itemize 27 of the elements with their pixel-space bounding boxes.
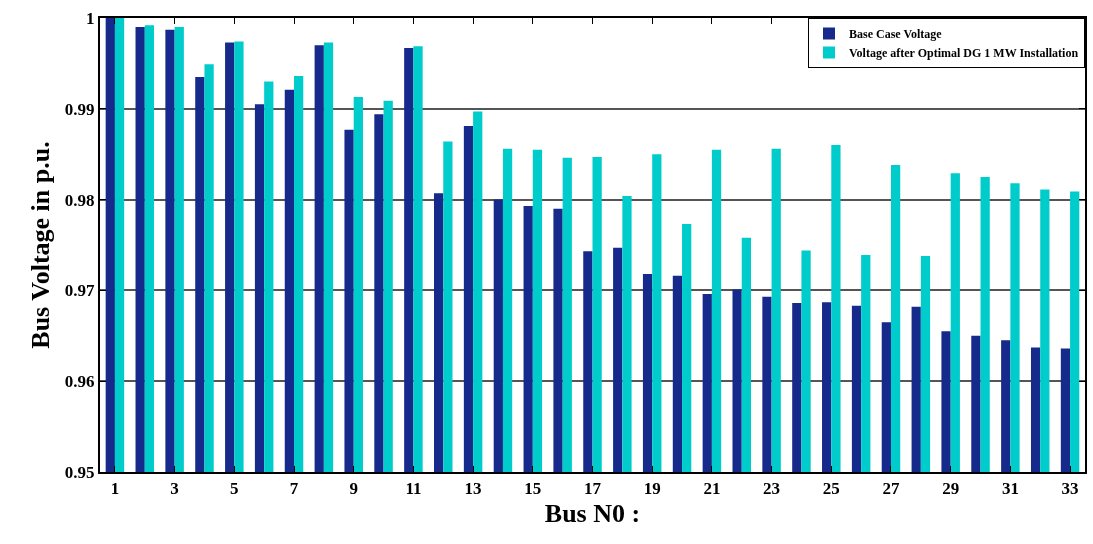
- x-tick-label: 3: [170, 479, 179, 499]
- x-tick-label: 15: [524, 479, 542, 499]
- x-tick-label: 9: [349, 479, 358, 499]
- x-tick-label: 25: [822, 479, 840, 499]
- y-tick-label: 0.95: [64, 462, 95, 482]
- x-axis-title: Bus N0 :: [544, 498, 641, 528]
- y-tick-label: 0.96: [64, 372, 95, 392]
- legend-label: Voltage after Optimal DG 1 MW Installation: [849, 46, 1079, 61]
- x-tick-label: 21: [703, 479, 721, 499]
- y-axis-title: Bus Voltage in p.u.: [25, 141, 55, 349]
- x-tick-label: 29: [942, 479, 960, 499]
- x-tick-label: 31: [1001, 479, 1019, 499]
- x-tick-label: 13: [464, 479, 482, 499]
- legend-label: Base Case Voltage: [849, 27, 943, 42]
- x-tick-label: 33: [1061, 479, 1079, 499]
- x-tick-label: 27: [882, 479, 900, 499]
- y-tick-label: 0.99: [64, 99, 95, 119]
- x-tick-label: 5: [230, 479, 239, 499]
- y-tick-label: 0.97: [64, 281, 96, 301]
- x-tick-label: 7: [289, 479, 299, 499]
- x-tick-label: 11: [405, 479, 422, 499]
- y-tick-label: 1: [86, 8, 95, 28]
- y-tick-label: 0.98: [64, 190, 95, 210]
- x-tick-label: 17: [584, 479, 602, 499]
- x-tick-label: 1: [110, 479, 120, 499]
- x-tick-label: 19: [643, 479, 661, 499]
- x-tick-label: 23: [763, 479, 781, 499]
